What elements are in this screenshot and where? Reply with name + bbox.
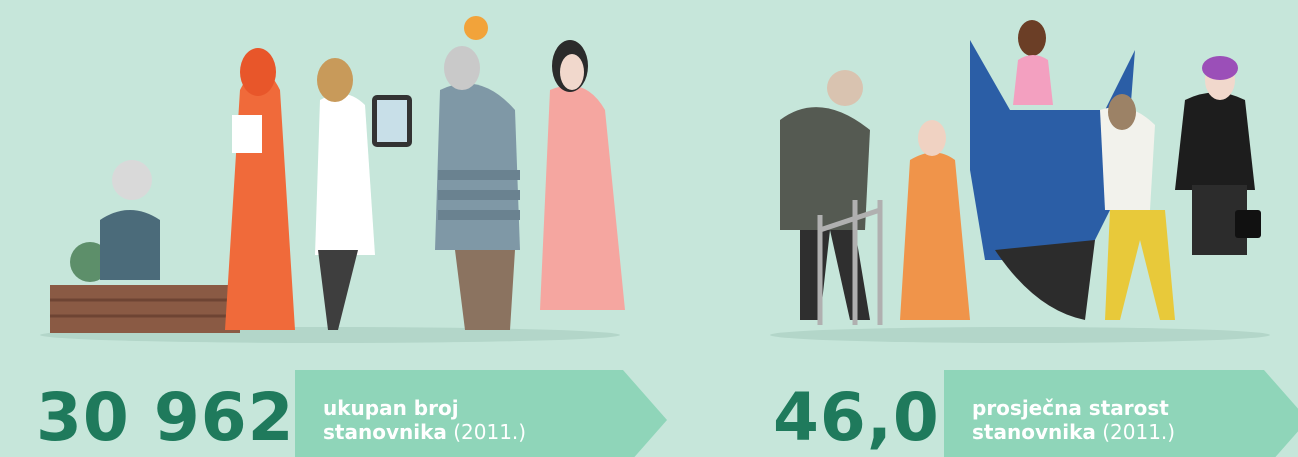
stat-number: 30 962 [36, 378, 295, 457]
stat-label: prosječna starost stanovnika (2011.) [944, 370, 1298, 457]
label-year: (2011.) [453, 420, 526, 444]
stat-number: 46,0 [773, 378, 940, 457]
people-illustration-left [0, 0, 650, 350]
infographic: 30 962 ukupan broj stanovnika (2011.) 46… [0, 0, 1298, 457]
label-line: stanovnika [972, 420, 1096, 444]
label-year: (2011.) [1102, 420, 1175, 444]
label-text: prosječna starost stanovnika (2011.) [972, 396, 1175, 444]
label-text: ukupan broj stanovnika (2011.) [323, 396, 526, 444]
stat-label: ukupan broj stanovnika (2011.) [295, 370, 667, 457]
label-line: prosječna starost [972, 396, 1169, 420]
label-line: stanovnika [323, 420, 447, 444]
people-illustration-right [760, 0, 1298, 350]
label-line: ukupan broj [323, 396, 459, 420]
